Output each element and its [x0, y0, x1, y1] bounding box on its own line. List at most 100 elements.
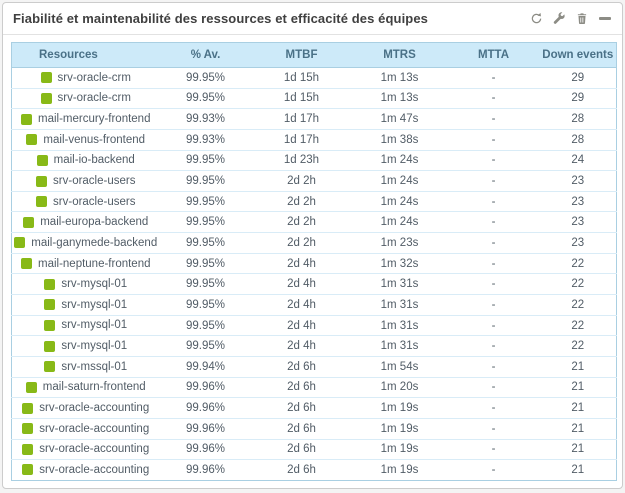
mtbf-value: 1d 17h	[251, 128, 352, 151]
status-ok-icon	[23, 216, 35, 228]
mtta-value: -	[447, 108, 540, 130]
mtrs-value: 1m 24s	[351, 170, 448, 192]
mtrs-value: 1m 31s	[351, 314, 448, 336]
table-row[interactable]: mail-europa-backend 99.95% 2d 2h 1m 24s …	[11, 211, 617, 233]
mtrs-value: 1m 13s	[351, 87, 448, 109]
table-row[interactable]: mail-ganymede-backend 99.95% 2d 2h 1m 23…	[11, 232, 617, 254]
mtrs-value: 1m 31s	[351, 294, 448, 316]
mtrs-value: 1m 24s	[351, 149, 448, 171]
table-row[interactable]: mail-neptune-frontend 99.95% 2d 4h 1m 32…	[11, 252, 617, 274]
mtbf-value: 1d 17h	[251, 108, 352, 130]
table-row[interactable]: mail-io-backend 99.95% 1d 23h 1m 24s - 2…	[11, 149, 617, 171]
availability-value: 99.95%	[159, 314, 252, 336]
mtta-value: -	[447, 87, 540, 109]
resource-name: srv-oracle-crm	[57, 71, 131, 84]
mtbf-value: 2d 4h	[251, 273, 352, 295]
resource-name: srv-oracle-accounting	[39, 422, 150, 435]
table-row[interactable]: srv-mysql-01 99.95% 2d 4h 1m 31s - 22	[11, 314, 617, 336]
table-header-row: Resources % Av. MTBF MTRS MTTA Down even…	[11, 42, 617, 68]
mtbf-value: 2d 2h	[251, 170, 352, 192]
mtta-value: -	[447, 252, 540, 274]
availability-value: 99.93%	[159, 128, 252, 151]
minus-icon[interactable]	[598, 12, 612, 26]
mtta-value: -	[447, 211, 540, 233]
status-ok-icon	[22, 402, 34, 414]
mtrs-value: 1m 19s	[351, 459, 448, 481]
refresh-icon[interactable]	[529, 12, 543, 26]
mtta-value: -	[447, 170, 540, 192]
down-events-value: 21	[539, 376, 617, 398]
table-row[interactable]: srv-oracle-users 99.95% 2d 2h 1m 24s - 2…	[11, 190, 617, 212]
status-ok-icon	[44, 278, 56, 290]
resource-name: srv-oracle-users	[53, 175, 136, 187]
resource-name: srv-oracle-users	[53, 195, 136, 208]
widget-body: Resources % Av. MTBF MTRS MTTA Down even…	[3, 35, 622, 481]
table-row[interactable]: srv-oracle-accounting 99.96% 2d 6h 1m 19…	[11, 397, 617, 419]
table-row[interactable]: srv-oracle-crm 99.95% 1d 15h 1m 13s - 29	[11, 87, 617, 109]
availability-value: 99.95%	[159, 149, 252, 171]
mtbf-value: 2d 2h	[251, 211, 352, 233]
column-header-mtrs: MTRS	[351, 42, 448, 68]
mtrs-value: 1m 24s	[351, 190, 448, 212]
table-row[interactable]: srv-mysql-01 99.95% 2d 4h 1m 31s - 22	[11, 273, 617, 295]
mtbf-value: 2d 2h	[251, 190, 352, 212]
resource-name: srv-oracle-accounting	[39, 463, 150, 476]
down-events-value: 23	[539, 211, 617, 233]
resource-name: srv-oracle-accounting	[39, 402, 150, 415]
availability-value: 99.96%	[159, 417, 252, 440]
resource-name: srv-mssql-01	[61, 360, 128, 373]
mtta-value: -	[447, 273, 540, 295]
table-row[interactable]: srv-mysql-01 99.95% 2d 4h 1m 31s - 22	[11, 335, 617, 357]
mtta-value: -	[447, 417, 540, 440]
table-row[interactable]: mail-venus-frontend 99.93% 1d 17h 1m 38s…	[11, 128, 617, 151]
status-ok-icon	[44, 319, 56, 331]
availability-value: 99.95%	[159, 232, 252, 254]
status-ok-icon	[40, 92, 52, 104]
down-events-value: 28	[539, 128, 617, 151]
table-row[interactable]: srv-oracle-crm 99.95% 1d 15h 1m 13s - 29	[11, 67, 617, 89]
availability-value: 99.93%	[159, 108, 252, 130]
table-row[interactable]: srv-mysql-01 99.95% 2d 4h 1m 31s - 22	[11, 294, 617, 316]
trash-icon[interactable]	[575, 12, 589, 26]
widget-header: Fiabilité et maintenabilité des ressourc…	[3, 3, 622, 35]
down-events-value: 23	[539, 232, 617, 254]
table-row[interactable]: mail-mercury-frontend 99.93% 1d 17h 1m 4…	[11, 108, 617, 130]
mtrs-value: 1m 24s	[351, 211, 448, 233]
status-ok-icon	[14, 237, 26, 249]
mtrs-value: 1m 23s	[351, 232, 448, 254]
mtrs-value: 1m 54s	[351, 355, 448, 378]
table-row[interactable]: srv-oracle-users 99.95% 2d 2h 1m 24s - 2…	[11, 170, 617, 192]
availability-value: 99.95%	[159, 335, 252, 357]
availability-value: 99.95%	[159, 273, 252, 295]
mtbf-value: 1d 23h	[251, 149, 352, 171]
mtta-value: -	[447, 438, 540, 460]
mtta-value: -	[447, 459, 540, 481]
mtbf-value: 1d 15h	[251, 67, 352, 89]
wrench-icon[interactable]	[552, 12, 566, 26]
down-events-value: 28	[539, 108, 617, 130]
mtta-value: -	[447, 149, 540, 171]
status-ok-icon	[40, 72, 52, 84]
mtrs-value: 1m 13s	[351, 67, 448, 89]
mtrs-value: 1m 31s	[351, 273, 448, 295]
column-header-availability: % Av.	[159, 42, 252, 68]
table-row[interactable]: srv-mssql-01 99.94% 2d 6h 1m 54s - 21	[11, 355, 617, 378]
availability-value: 99.95%	[159, 67, 252, 89]
table-row[interactable]: srv-oracle-accounting 99.96% 2d 6h 1m 19…	[11, 438, 617, 460]
down-events-value: 23	[539, 190, 617, 212]
column-header-resources: Resources	[11, 42, 160, 68]
resource-name: srv-mysql-01	[61, 298, 128, 311]
table-row[interactable]: srv-oracle-accounting 99.96% 2d 6h 1m 19…	[11, 417, 617, 440]
table-row[interactable]: mail-saturn-frontend 99.96% 2d 6h 1m 20s…	[11, 376, 617, 398]
mtta-value: -	[447, 294, 540, 316]
availability-value: 99.96%	[159, 397, 252, 419]
resource-name: srv-mysql-01	[61, 340, 128, 353]
table-row[interactable]: srv-oracle-accounting 99.96% 2d 6h 1m 19…	[11, 459, 617, 481]
column-header-mtta: MTTA	[447, 42, 540, 68]
availability-value: 99.96%	[159, 438, 252, 460]
mtta-value: -	[447, 67, 540, 89]
down-events-value: 29	[539, 67, 617, 89]
column-header-mtbf: MTBF	[251, 42, 352, 68]
resource-name: srv-mysql-01	[61, 278, 128, 291]
